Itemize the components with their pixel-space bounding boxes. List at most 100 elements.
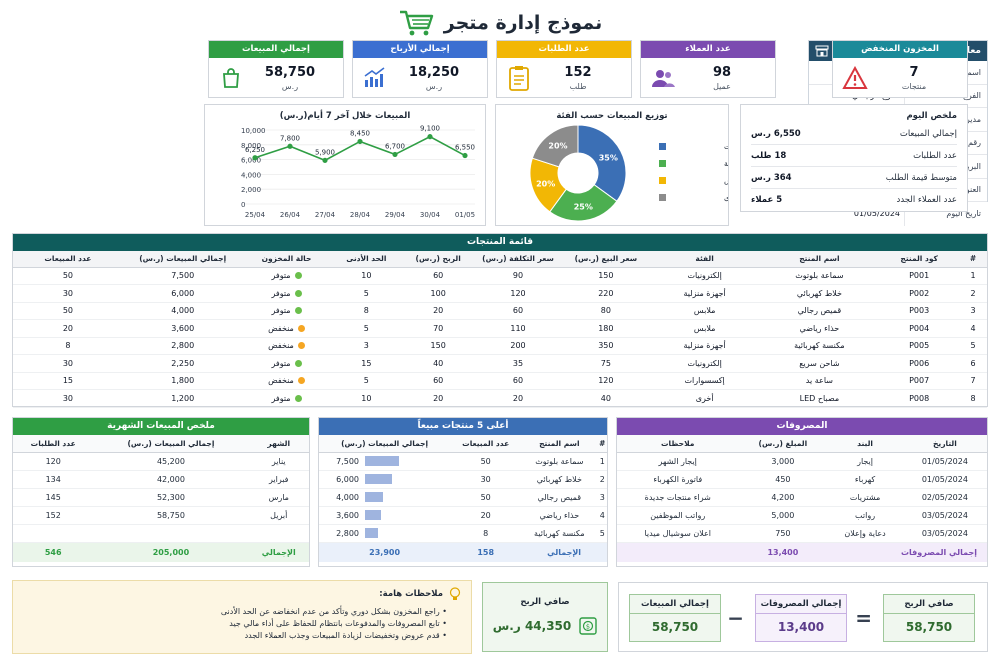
kpi-value: 58,750 [264,65,316,80]
monthly-cell: أبريل [248,506,309,525]
products-column-header[interactable]: كود المنتج [879,251,960,268]
kpi-card: إجمالي المبيعات 58,750 ر.س [208,40,344,98]
product-cell: 110 [474,319,562,338]
monthly-total-label: الإجمالي [261,547,296,557]
monthly-row[interactable]: مارس 52,300 145 [13,488,309,507]
product-row[interactable]: 4 P004 حذاء رياضي ملابس 180 110 70 5 منخفض 3,600 2… [13,319,987,338]
y-tick-label: 6,000 [241,157,261,165]
product-cell: منخفض [242,372,331,390]
expense-cell: 3,000 [738,452,828,471]
monthly-row[interactable]: فبراير 42,000 134 [13,470,309,489]
minus-sign: − [727,606,744,630]
stock-status-text: متوفر [271,393,291,403]
product-cell: ملابس [649,319,760,338]
products-column-header[interactable]: اسم المنتج [759,251,880,268]
product-cell: 100 [402,284,475,303]
expense-row[interactable]: 02/05/2024 مشتريات 4,200 شراء منتجات جديدة [617,488,987,507]
products-column-header[interactable]: الفئة [649,251,760,268]
monthly-column-header[interactable]: عدد الطلبات [13,435,94,453]
sales-total-cell: 2,800 [319,524,451,543]
top-products-total-row: الإجمالي 158 23,900 [319,542,607,562]
top-product-row[interactable]: 4 حذاء رياضي 20 3,600 [319,506,607,525]
line-chart: 0 2,000 4,000 6,000 8,000 10,000 6,250 25/04 7,8… [241,125,475,219]
product-row[interactable]: 3 P003 قميص رجالي ملابس 80 60 20 8 متوفر 4,000 50 [13,302,987,320]
products-column-header[interactable]: سعر البيع (ر.س) [561,251,650,268]
product-cell: 15 [13,372,123,390]
products-column-header[interactable]: إجمالي المبيعات (ر.س) [122,251,243,268]
expense-row[interactable]: 03/05/2024 رواتب 5,000 رواتب الموظفين [617,506,987,525]
top-product-row[interactable]: 2 خلاط كهربائي 30 6,000 [319,470,607,489]
kpi-unit: طلب [569,82,587,91]
product-cell: 60 [402,267,475,285]
product-cell: 120 [474,284,562,303]
sales-count: 8 [450,524,522,543]
product-row[interactable]: 5 P005 مكنسة كهربائية أجهزة منزلية 350 200 150… [13,337,987,355]
data-point [322,157,328,163]
expense-row[interactable]: 01/05/2024 كهرباء 450 فاتورة الكهرباء [617,470,987,489]
expenses-column-header[interactable]: ملاحظات [617,435,739,453]
expense-cell: 01/05/2024 [902,452,987,471]
stock-status-text: منخفض [268,341,294,351]
product-cell: 15 [330,354,403,373]
sales-count: 50 [450,488,522,507]
top-product-row[interactable]: 1 سماعة بلوتوث 50 7,500 [319,452,607,471]
data-point [462,152,468,159]
products-column-header[interactable]: حالة المخزون [242,251,331,268]
stock-status-dot [297,377,305,385]
monthly-row[interactable]: يناير 45,200 120 [13,452,309,471]
products-table-panel: قائمة المنتجات # كود المنتج اسم المنتج الفئ… [12,233,988,408]
product-cell: 4,000 [122,302,243,320]
top-products-total-count: 158 [477,547,495,557]
product-row[interactable]: 2 P002 خلاط كهربائي أجهزة منزلية 220 120 100 5 م… [13,284,987,303]
kpi-text: 152 طلب [533,65,623,91]
expenses-column-header[interactable]: المبلغ (ر.س) [738,435,828,453]
top-products-column-header[interactable]: عدد المبيعات [450,435,522,453]
product-cell: P005 [879,337,960,355]
products-column-header[interactable]: # [959,251,987,268]
notes-panel: ملاحظات هامة: • راجع المخزون بشكل دوري و… [12,580,472,654]
kpi-unit: ر.س [425,82,443,91]
product-name: سماعة بلوتوث [521,452,598,471]
top-products-column-header[interactable]: # [597,435,607,453]
kpi-value: 98 [712,65,732,80]
expense-row[interactable]: 01/05/2024 إيجار 3,000 إيجار الشهر [617,452,987,471]
daily-summary-row: عدد العملاء الجدد 5 عملاء [751,189,957,211]
sales-bar [365,510,381,520]
product-row[interactable]: 6 P006 شاحن سريع إلكترونيات 75 35 40 15 متوفر 2,2… [13,354,987,373]
pie-chart-panel: توزيع المبيعات حسب الفئة 35% 25% 20% 20% إلك… [495,104,729,226]
products-column-header[interactable]: عدد المبيعات [13,251,123,268]
x-tick-label: 01/05 [455,211,475,219]
kpi-card: عدد العملاء 98 عميل [640,40,776,98]
top-products-column-header[interactable]: إجمالي المبيعات (ر.س) [319,435,451,453]
product-row[interactable]: 7 P007 ساعة يد إكسسوارات 120 60 60 5 منخفض 1,800 1… [13,372,987,390]
monthly-column-header[interactable]: إجمالي المبيعات (ر.س) [93,435,249,453]
daily-summary-value: 18 طلب [751,150,787,161]
page-header: نموذج إدارة متجر [0,8,1000,38]
expense-cell: إيجار [827,452,903,471]
products-column-header[interactable]: الربح (ر.س) [402,251,475,268]
products-column-header[interactable]: سعر التكلفة (ر.س) [474,251,562,268]
expenses-column-header[interactable]: التاريخ [902,435,987,453]
monthly-column-header[interactable]: الشهر [248,435,309,453]
stock-status-dot [297,324,305,332]
top-products-column-header[interactable]: اسم المنتج [521,435,598,453]
product-row[interactable]: 8 P008 مصباح LED أخرى 40 20 20 10 متوفر 1,200 30 [13,389,987,408]
top-product-row[interactable]: 3 قميص رجالي 50 4,000 [319,488,607,507]
pie-slice [549,184,618,222]
monthly-row[interactable]: أبريل 58,750 152 [13,506,309,525]
daily-summary-label: متوسط قيمة الطلب [885,172,957,183]
daily-summary-row: إجمالي المبيعات 6,550 ر.س [751,123,957,145]
expense-row[interactable]: 03/05/2024 دعاية وإعلان 750 اعلان سوشيال مي… [617,524,987,543]
expenses-column-header[interactable]: البند [827,435,903,453]
product-cell: 1,800 [122,372,243,390]
product-cell: متوفر [242,267,331,285]
note-bullet-icon: • [439,607,447,616]
product-cell: 35 [474,354,562,373]
top-product-row[interactable]: 5 مكنسة كهربائية 8 2,800 [319,524,607,543]
expense-cell: دعاية وإعلان [827,524,903,543]
products-column-header[interactable]: الحد الأدنى [330,251,403,268]
product-row[interactable]: 1 P001 سماعة بلوتوث إلكترونيات 150 90 60 10 متوف… [13,267,987,285]
product-cell: 220 [561,284,650,303]
product-cell: 6,000 [122,284,243,303]
monthly-total-row: الإجمالي 205,000 546 [13,542,309,562]
